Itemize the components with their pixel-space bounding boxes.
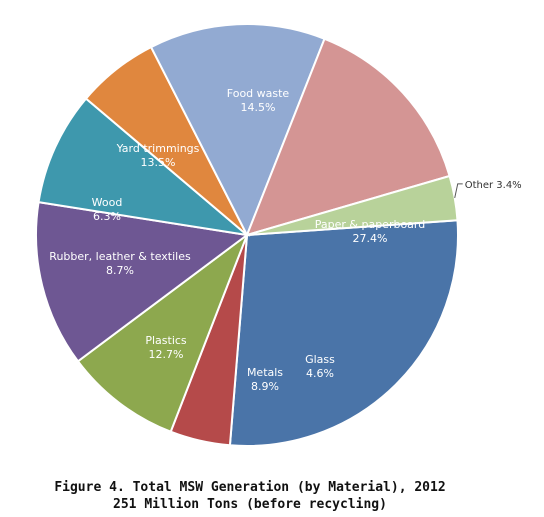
pie-label-food-waste: Food waste: [227, 87, 290, 100]
pie-value-metals: 8.9%: [251, 380, 279, 393]
pie-label-glass: Glass: [305, 353, 335, 366]
pie-chart: Paper & paperboard27.4%Glass4.6%Metals8.…: [35, 23, 522, 447]
pie-label-rubber-leather-textiles: Rubber, leather & textiles: [49, 250, 191, 263]
pie-slice-plastics: [35, 200, 250, 363]
pie-slice-food-waste: [245, 37, 451, 237]
pie-label-other: Other 3.4%: [465, 180, 522, 191]
figure-caption-title: Figure 4. Total MSW Generation (by Mater…: [54, 480, 446, 495]
pie-label-metals: Metals: [247, 366, 283, 379]
pie-slice-rubber-leather-textiles: [37, 97, 251, 237]
pie-labels: Paper & paperboard27.4%Glass4.6%Metals8.…: [49, 87, 521, 393]
figure-caption-subtitle: 251 Million Tons (before recycling): [113, 497, 387, 512]
pie-label-wood: Wood: [92, 196, 123, 209]
pie-label-yard-trimmings: Yard trimmings: [116, 142, 200, 155]
pie-label-paper-paperboard: Paper & paperboard: [315, 218, 425, 231]
pie-slice-metals: [76, 232, 250, 434]
pie-value-wood: 6.3%: [93, 210, 121, 223]
other-leader-line: [454, 183, 463, 199]
pie-slice-paper-paperboard: [228, 219, 459, 447]
pie-value-yard-trimmings: 13.5%: [141, 156, 176, 169]
pie-slice-yard-trimmings: [149, 23, 326, 238]
pie-value-rubber-leather-textiles: 8.7%: [106, 264, 134, 277]
pie-label-plastics: Plastics: [145, 334, 187, 347]
pie-value-glass: 4.6%: [306, 367, 334, 380]
pie-value-plastics: 12.7%: [149, 348, 184, 361]
pie-value-food-waste: 14.5%: [241, 101, 276, 114]
pie-value-paper-paperboard: 27.4%: [353, 232, 388, 245]
pie-slices: [35, 23, 459, 447]
